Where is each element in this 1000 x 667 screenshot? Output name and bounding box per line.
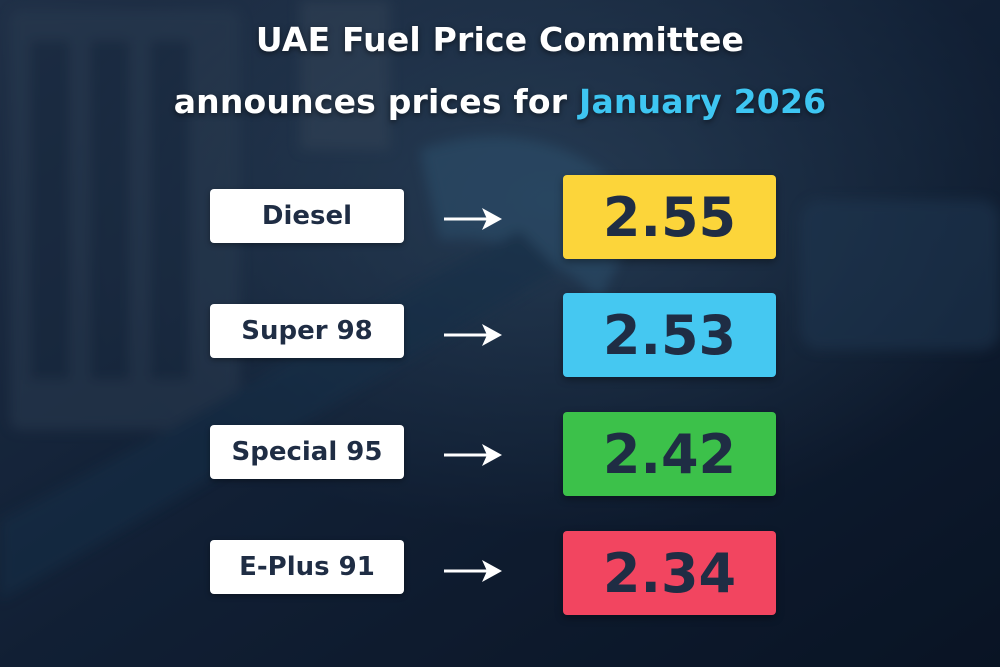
right-arrow-icon [444,208,502,230]
headline-month: January 2026 [578,82,827,121]
right-arrow-icon [444,324,502,346]
headline-line-2: announces prices for January 2026 [0,82,1000,121]
fuel-row-diesel: Diesel 2.55 [0,173,1000,263]
price-box: 2.55 [563,175,776,259]
fuel-row-super-98: Super 98 2.53 [0,292,1000,382]
fuel-name-label: E-Plus 91 [210,540,404,594]
right-arrow-icon [444,444,502,466]
price-box: 2.34 [563,531,776,615]
fuel-name-label: Special 95 [210,425,404,479]
price-box: 2.42 [563,412,776,496]
price-box: 2.53 [563,293,776,377]
fuel-row-special-95: Special 95 2.42 [0,411,1000,501]
headline-prefix: announces prices for [173,82,579,121]
right-arrow-icon [444,560,502,582]
fuel-name-label: Diesel [210,189,404,243]
fuel-name-label: Super 98 [210,304,404,358]
fuel-row-e-plus-91: E-Plus 91 2.34 [0,530,1000,620]
headline-line-1: UAE Fuel Price Committee [255,20,745,59]
